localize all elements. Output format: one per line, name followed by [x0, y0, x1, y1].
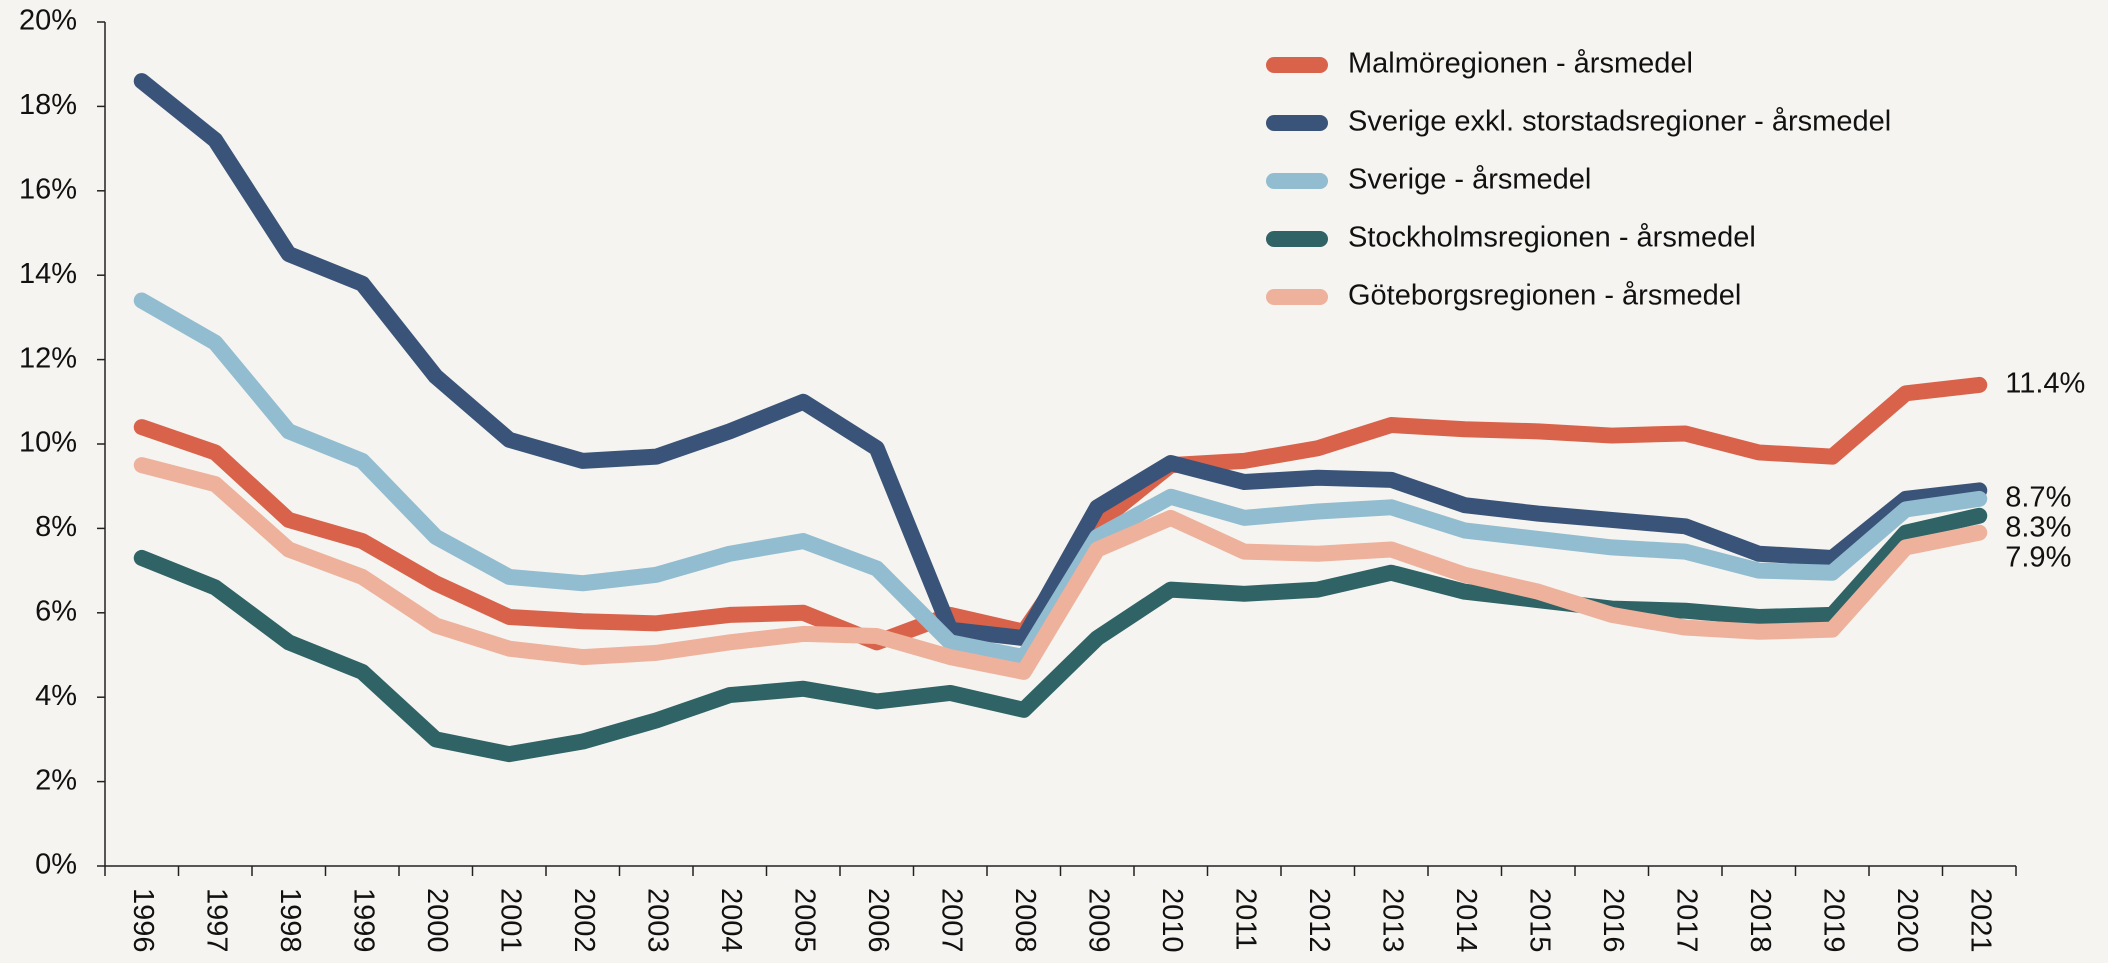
y-tick-label: 0% — [35, 849, 77, 881]
x-tick-label: 2020 — [1891, 888, 1923, 953]
x-tick-label: 2011 — [1230, 888, 1262, 950]
x-tick-label: 2005 — [789, 888, 821, 953]
legend-label: Malmöregionen - årsmedel — [1348, 48, 1693, 80]
y-tick-label: 4% — [35, 680, 77, 712]
series-line — [133, 507, 1988, 763]
y-tick-label: 10% — [19, 427, 77, 459]
legend-label: Stockholmsregionen - årsmedel — [1348, 222, 1756, 254]
x-tick-label: 2017 — [1671, 888, 1703, 953]
x-tick-label: 2010 — [1156, 888, 1188, 953]
series-line — [133, 73, 1988, 647]
value-label: 7.9% — [2005, 542, 2071, 574]
x-tick-label: 2002 — [568, 888, 600, 953]
x-tick-label: 2019 — [1818, 888, 1850, 953]
y-tick-label: 12% — [19, 342, 77, 374]
x-tick-label: 2014 — [1450, 888, 1482, 953]
x-tick-label: 1998 — [274, 888, 306, 953]
legend-label: Sverige - årsmedel — [1348, 164, 1591, 196]
x-tick-label: 2021 — [1965, 888, 1997, 953]
y-tick-label: 2% — [35, 764, 77, 796]
x-tick-label: 2004 — [715, 888, 747, 953]
x-tick-label: 2003 — [642, 888, 674, 953]
x-tick-label: 1997 — [201, 888, 233, 953]
x-tick-label: 2016 — [1597, 888, 1629, 953]
x-tick-label: 2000 — [421, 888, 453, 953]
x-tick-label: 2006 — [862, 888, 894, 953]
x-tick-label: 2018 — [1744, 888, 1776, 953]
y-tick-label: 16% — [19, 173, 77, 205]
legend-label: Sverige exkl. storstadsregioner - årsmed… — [1348, 106, 1891, 138]
value-label: 8.3% — [2005, 512, 2071, 544]
y-tick-label: 18% — [19, 89, 77, 121]
series-line — [133, 457, 1988, 680]
y-tick-label: 6% — [35, 595, 77, 627]
x-tick-label: 2015 — [1524, 888, 1556, 953]
x-tick-label: 1996 — [127, 888, 159, 953]
x-tick-label: 2009 — [1083, 888, 1115, 953]
x-tick-label: 2013 — [1377, 888, 1409, 953]
x-tick-label: 2001 — [495, 888, 527, 953]
x-tick-label: 2012 — [1303, 888, 1335, 953]
y-tick-label: 14% — [19, 258, 77, 290]
value-label: 8.7% — [2005, 482, 2071, 514]
x-tick-label: 2007 — [936, 888, 968, 953]
y-tick-label: 8% — [35, 511, 77, 543]
x-tick-label: 1999 — [348, 888, 380, 953]
value-label: 11.4% — [2005, 368, 2085, 400]
x-tick-label: 2008 — [1009, 888, 1041, 953]
legend-label: Göteborgsregionen - årsmedel — [1348, 280, 1741, 312]
y-tick-label: 20% — [19, 5, 77, 37]
